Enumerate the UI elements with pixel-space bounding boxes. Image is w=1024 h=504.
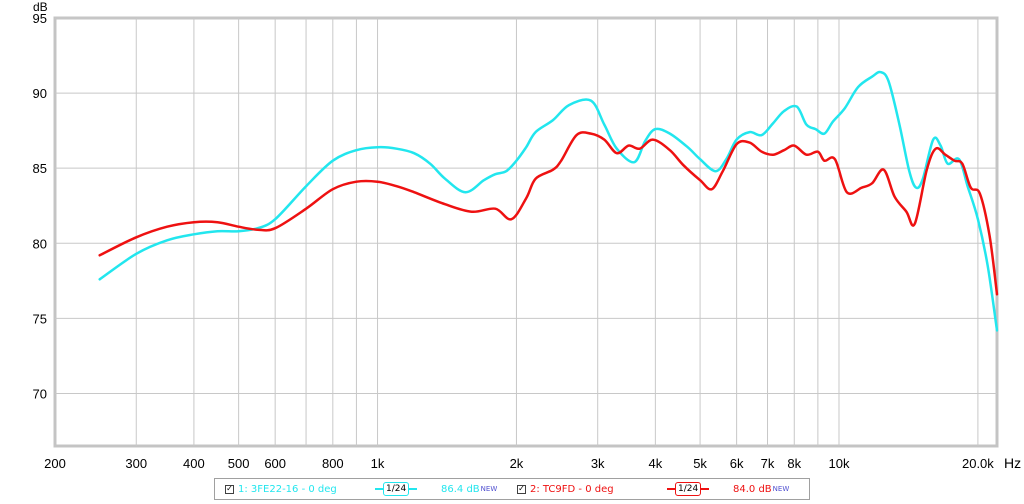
x-tick-label: 300 (125, 456, 147, 471)
smoothing-line-1b (409, 488, 418, 490)
legend-item-2[interactable]: ✓ 2: TC9FD - 0 deg (517, 479, 614, 499)
level-value-2: 84.0 dB (733, 483, 772, 495)
new-badge-1: NEW (480, 485, 498, 493)
plot-frame (53, 16, 999, 448)
x-tick-label: 4k (648, 456, 662, 471)
series-line-1 (98, 70, 999, 332)
legend-label-1: 1: 3FE22-16 - 0 deg (238, 483, 337, 495)
legend: ✓ 1: 3FE22-16 - 0 deg 1/24 86.4 dB NEW ✓… (214, 478, 810, 500)
x-tick-label: 1k (371, 456, 385, 471)
checkbox-series-1[interactable]: ✓ (225, 484, 234, 494)
x-tick-label: 8k (787, 456, 801, 471)
legend-item-1[interactable]: ✓ 1: 3FE22-16 - 0 deg (225, 479, 337, 499)
y-tick-label: 90 (33, 86, 47, 101)
x-tick-label: 600 (264, 456, 286, 471)
x-tick-label: 500 (228, 456, 250, 471)
smoothing-value-1: 1/24 (383, 482, 410, 496)
new-badge-2: NEW (772, 485, 790, 493)
checkbox-series-2[interactable]: ✓ (517, 484, 526, 494)
smoothing-line-2b (701, 488, 710, 490)
x-tick-label: 800 (322, 456, 344, 471)
x-tick-label: 5k (693, 456, 707, 471)
x-tick-label: 7k (761, 456, 775, 471)
series-line-2 (98, 131, 999, 296)
smoothing-value-2: 1/24 (675, 482, 702, 496)
y-tick-label: 80 (33, 236, 47, 251)
smoothing-control-1[interactable]: 1/24 (375, 479, 418, 499)
x-tick-label: 200 (44, 456, 66, 471)
y-tick-label: 85 (33, 161, 47, 176)
legend-level-1: 86.4 dB NEW (441, 479, 497, 499)
legend-level-2: 84.0 dB NEW (733, 479, 789, 499)
y-tick-label: 95 (33, 11, 47, 26)
frequency-response-chart: 95 90 85 80 75 70 200 300 400 500 600 800 1k 2k 3k 4k 5… (33, 0, 1022, 471)
x-tick-label: 6k (730, 456, 744, 471)
smoothing-control-2[interactable]: 1/24 (667, 479, 710, 499)
x-tick-label: 2k (510, 456, 524, 471)
x-tick-label: 3k (591, 456, 605, 471)
x-axis-unit: Hz (1004, 455, 1021, 471)
smoothing-line-2 (667, 488, 675, 490)
x-tick-label: 20.0k (962, 456, 994, 471)
y-tick-label: 75 (33, 311, 47, 326)
y-axis-label: dB (33, 0, 48, 14)
smoothing-line-1 (375, 488, 383, 490)
y-tick-label: 70 (33, 386, 47, 401)
x-tick-label: 400 (183, 456, 205, 471)
x-tick-label: 10k (829, 456, 850, 471)
legend-label-2: 2: TC9FD - 0 deg (530, 483, 614, 495)
level-value-1: 86.4 dB (441, 483, 480, 495)
